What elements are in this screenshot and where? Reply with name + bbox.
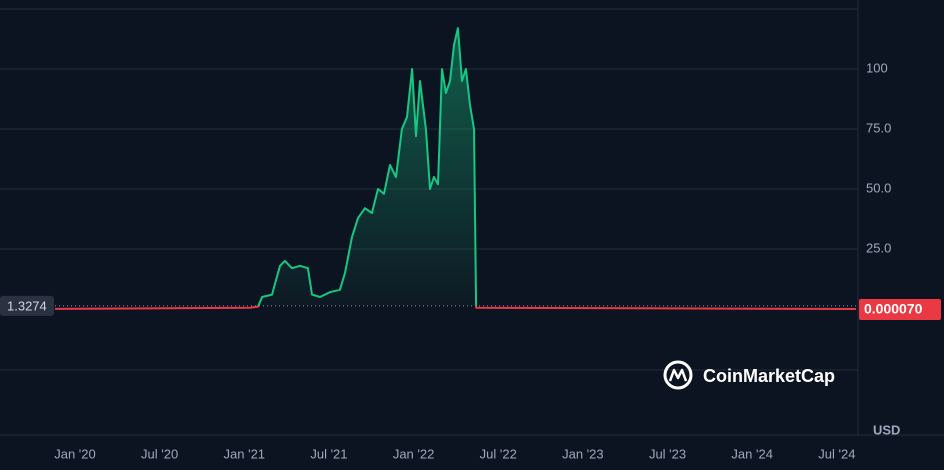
x-tick-label: Jul '20 (141, 446, 178, 461)
logo-ring (663, 360, 693, 390)
logo-mark (668, 368, 688, 382)
y-tick-label: 75.0 (866, 120, 891, 135)
watermark: CoinMarketCap (703, 366, 835, 386)
price-label-box (859, 298, 941, 320)
x-tick-label: Jan '24 (731, 446, 773, 461)
x-tick-label: Jul '21 (310, 446, 347, 461)
x-tick-label: Jul '24 (818, 446, 855, 461)
y-tick-label: 50.0 (866, 180, 891, 195)
baseline-label: 1.3274 (7, 298, 47, 313)
x-tick-label: Jan '22 (393, 446, 435, 461)
logo (663, 360, 693, 390)
x-tick-label: Jul '22 (480, 446, 517, 461)
y-tick-label: 100 (866, 60, 888, 75)
y-tick-label: 25.0 (866, 240, 891, 255)
currency-label: USD (873, 422, 900, 437)
baseline-label-box (0, 295, 54, 316)
x-tick-label: Jan '23 (562, 446, 604, 461)
x-tick-label: Jan '20 (54, 446, 96, 461)
price-label: 0.000070 (864, 301, 923, 317)
area (55, 28, 856, 306)
price-line (54, 27, 857, 310)
x-tick-label: Jul '23 (649, 446, 686, 461)
x-tick-label: Jan '21 (224, 446, 266, 461)
